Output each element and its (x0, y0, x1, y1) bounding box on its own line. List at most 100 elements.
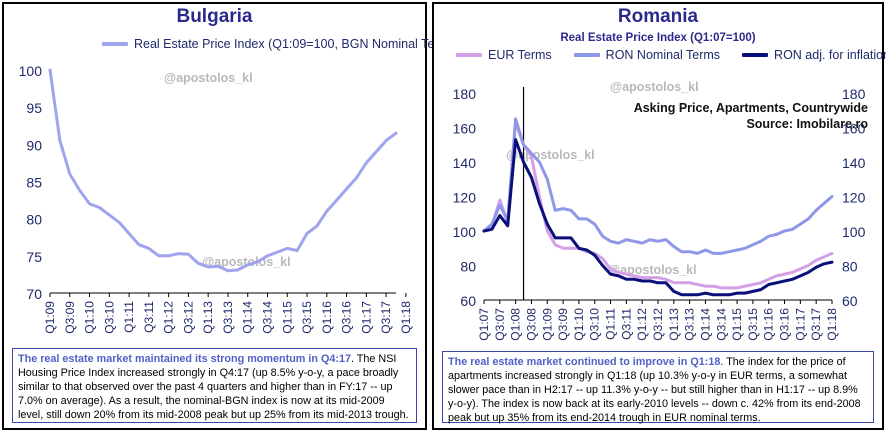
x-tick-label: Q3:17 (379, 301, 393, 334)
series-line-2 (482, 117, 834, 255)
romania-annotation: Asking Price, Apartments, Countrywide So… (634, 100, 868, 132)
x-tick-label: Q3:13 (683, 308, 697, 341)
x-tick-label: Q1:14 (241, 301, 255, 334)
x-tick-label: Q1:07 (477, 308, 491, 341)
x-tick-label: Q1:12 (635, 308, 649, 341)
romania-annotation-line1: Asking Price, Apartments, Countrywide (633, 101, 868, 115)
x-tick-label: Q3:09 (556, 308, 570, 341)
x-tick-label: Q1:15 (730, 308, 744, 341)
x-tick-label: Q3:17 (809, 308, 823, 341)
x-tick-label: Q3:16 (340, 301, 354, 334)
x-tick-label: Q1:12 (162, 301, 176, 334)
watermark: @apostolos_kl (202, 255, 291, 269)
x-tick-label: Q1:15 (280, 301, 294, 334)
y-tick-label: 160 (453, 121, 477, 137)
y-tick-label: 100 (453, 224, 477, 240)
romania-subtitle: Real Estate Price Index (Q1:07=100) (560, 32, 756, 44)
x-tick-label: Q3:10 (102, 301, 116, 334)
y-tick-label: 180 (453, 86, 477, 102)
romania-note: The real estate market continued to impr… (442, 351, 874, 424)
x-tick-label: Q3:09 (63, 301, 77, 334)
legend-swatch-bulgaria-index (102, 42, 128, 46)
y-tick-label: 80 (460, 259, 476, 275)
x-tick-label: Q1:17 (359, 301, 373, 334)
romania-note-body: . The index for the price of apartments … (448, 356, 861, 424)
x-tick-label: Q1:10 (572, 308, 586, 341)
bulgaria-note-highlight: The real estate market maintained its st… (18, 353, 351, 365)
x-tick-label: Q1:14 (698, 308, 712, 341)
y2-tick-label: 100 (842, 224, 866, 240)
x-tick-label: Q1:18 (399, 301, 413, 334)
romania-chart: 60 80 100 120 140 160 180 60 80 100 120 140 160 180 Q1… (453, 80, 866, 341)
bulgaria-legend: Real Estate Price Index (Q1:09=100, BGN … (102, 37, 482, 51)
romania-title: Romania (617, 6, 699, 27)
x-tick-label: Q3:14 (714, 308, 728, 341)
x-tick-label: Q1:16 (762, 308, 776, 341)
x-tick-label: Q3:14 (260, 301, 274, 334)
x-tick-label: Q1:09 (43, 301, 57, 334)
y-tick-label: 140 (453, 155, 477, 171)
bulgaria-note-body: . The NSI Housing Price Index increased … (18, 353, 409, 421)
legend-item-bulgaria-index: Real Estate Price Index (Q1:09=100, BGN … (102, 37, 482, 51)
x-tick-label: Q3:07 (493, 308, 507, 341)
romania-note-highlight: The real estate market continued to impr… (448, 356, 721, 368)
y-tick-label: 75 (26, 249, 42, 265)
bulgaria-panel: Bulgaria Real Estate Price Index (Q1:09=… (2, 2, 482, 430)
x-tick-label: Q3:16 (778, 308, 792, 341)
x-tick-label: Q3:11 (619, 308, 633, 340)
legend-swatch-eur (456, 53, 482, 57)
x-tick-label: Q1:17 (793, 308, 807, 341)
y-tick-label: 95 (26, 100, 42, 116)
x-tick-label: Q3:12 (651, 308, 665, 341)
legend-label-ron-adj: RON adj. for inflation (774, 48, 886, 62)
y2-tick-label: 180 (842, 86, 866, 102)
x-tick-label: Q1:13 (201, 301, 215, 334)
x-tick-label: Q3:11 (142, 301, 156, 333)
legend-swatch-ron-adj (742, 53, 769, 57)
y2-tick-label: 60 (842, 293, 858, 309)
x-tick-label: Q1:16 (320, 301, 334, 334)
x-tick-label: Q3:12 (181, 301, 195, 334)
y2-tick-label: 120 (842, 190, 866, 206)
x-tick-label: Q3:13 (221, 301, 235, 334)
x-tick-label: Q3:15 (746, 308, 760, 341)
series-line-3 (482, 138, 834, 297)
y-tick-label: 85 (26, 175, 42, 191)
x-tick-label: Q1:10 (83, 301, 97, 334)
x-tick-label: Q1:11 (122, 301, 136, 333)
x-tick-label: Q1:11 (604, 308, 618, 340)
x-tick-label: Q1:13 (667, 308, 681, 341)
legend-swatch-ron (573, 53, 600, 57)
y-tick-label: 60 (460, 293, 476, 309)
romania-annotation-line2: Source: Imobilare.ro (746, 117, 868, 131)
x-tick-label: Q3:08 (524, 308, 538, 341)
bulgaria-chart: 70 75 80 85 90 95 100 Q1:09 Q3:09 Q1:10 Q3:10 Q1:11… (19, 63, 413, 334)
y-tick-label: 100 (19, 63, 43, 79)
y2-tick-label: 80 (842, 259, 858, 275)
y-tick-label: 90 (26, 137, 42, 153)
legend-label-eur: EUR Terms (488, 48, 552, 62)
y-tick-label: 80 (26, 212, 42, 228)
watermark: @apostolos_kl (610, 80, 699, 94)
x-tick-label: Q1:09 (540, 308, 554, 341)
bulgaria-note: The real estate market maintained its st… (12, 348, 417, 423)
y2-tick-label: 160 (842, 121, 866, 137)
legend-item-ron-adj: RON adj. for inflation (742, 48, 886, 62)
legend-item-eur: EUR Terms (456, 48, 552, 62)
x-tick-label: Q3:10 (588, 308, 602, 341)
y-tick-label: 70 (26, 286, 42, 302)
y-tick-label: 120 (453, 190, 477, 206)
romania-legend: EUR Terms RON Nominal Terms RON adj. for… (456, 48, 886, 62)
x-tick-label: Q1:08 (509, 308, 523, 341)
x-tick-label: Q3:15 (300, 301, 314, 334)
y2-tick-label: 140 (842, 155, 866, 171)
watermark: @apostolos_kl (608, 263, 697, 277)
bulgaria-title: Bulgaria (176, 6, 253, 27)
legend-item-ron: RON Nominal Terms (573, 48, 721, 62)
x-tick-label: Q1:18 (825, 308, 839, 341)
legend-label-bulgaria-index: Real Estate Price Index (Q1:09=100, BGN … (134, 37, 483, 51)
series-line-1 (48, 68, 398, 273)
legend-label-ron: RON Nominal Terms (605, 48, 721, 62)
romania-panel: Romania Real Estate Price Index (Q1:07=1… (432, 2, 886, 430)
watermark: @apostolos_kl (164, 71, 253, 85)
